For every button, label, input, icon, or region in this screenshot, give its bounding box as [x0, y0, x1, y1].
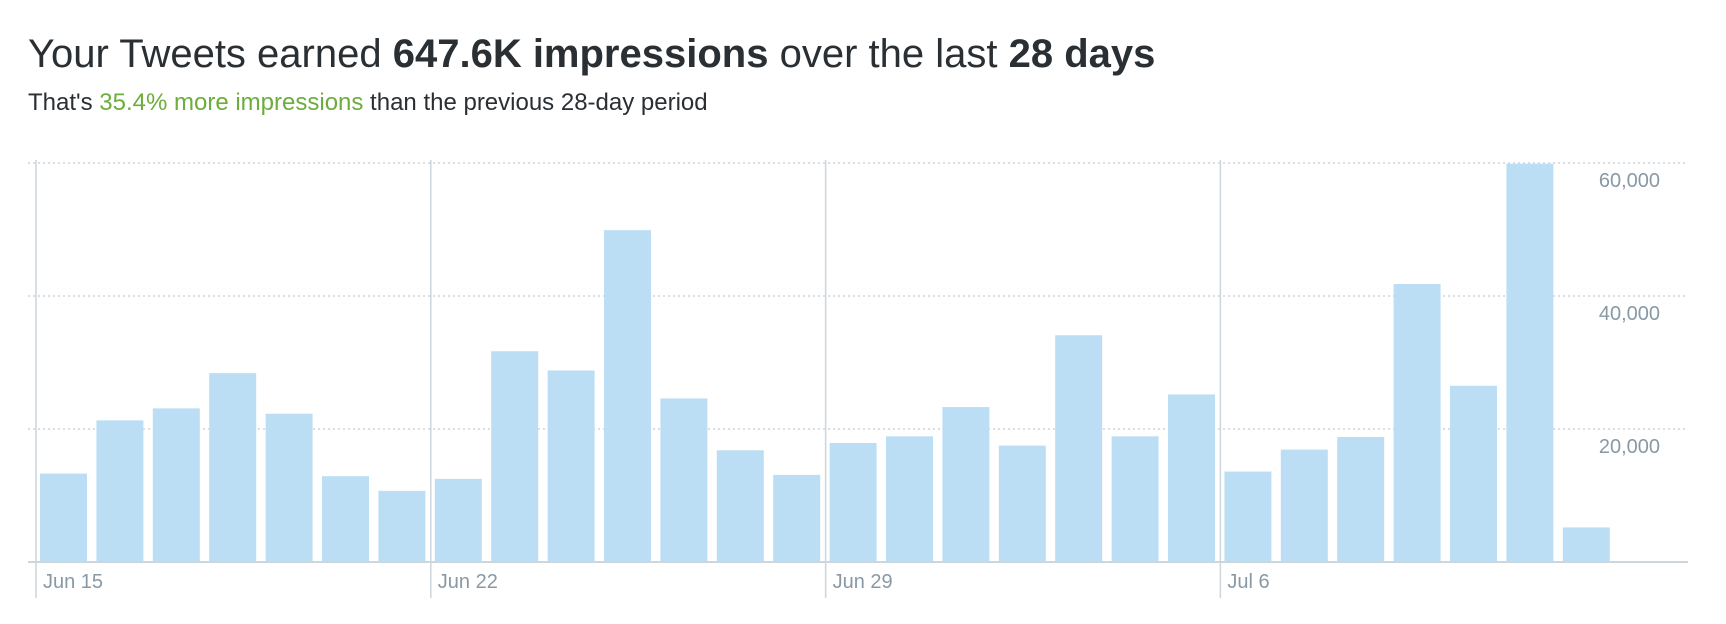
bar [1224, 471, 1272, 562]
bar [942, 407, 990, 562]
headline-text-pre: Your Tweets earned [28, 32, 393, 76]
bar [1393, 284, 1441, 562]
week-divider-lines [35, 160, 1222, 598]
y-tick-label: 40,000 [1599, 303, 1660, 325]
bar [1111, 436, 1159, 562]
headline-text-mid: over the last [768, 32, 1009, 76]
bar [322, 476, 369, 562]
bar [491, 351, 539, 562]
bar [1055, 335, 1103, 562]
bar [1450, 385, 1497, 562]
x-tick-label: Jun 22 [438, 571, 498, 593]
bar [209, 373, 257, 562]
subline-text-pre: That's [28, 89, 100, 116]
bar [96, 420, 144, 562]
period-length: 28 days [1008, 32, 1156, 76]
bar [1506, 163, 1554, 563]
bar [378, 490, 426, 562]
x-axis-labels: Jun 15 Jun 22 Jun 29 Jul 6 [43, 571, 1270, 593]
impressions-total: 647.6K impressions [392, 32, 769, 76]
bar [660, 398, 708, 562]
y-tick-label: 60,000 [1599, 170, 1660, 192]
bar [40, 473, 87, 562]
bar [1280, 449, 1328, 562]
bar [547, 370, 595, 562]
bar [434, 478, 482, 562]
bar [829, 442, 877, 562]
bar [265, 413, 313, 562]
bar [1562, 527, 1610, 562]
y-axis-labels: 20,000 40,000 60,000 [1599, 170, 1660, 458]
bar [152, 408, 200, 562]
impressions-change: 35.4% more impressions [99, 89, 364, 116]
bar [773, 474, 821, 562]
subline-text-post: than the previous 28-day period [363, 89, 708, 116]
impressions-headline: Your Tweets earned 647.6K impressions ov… [28, 24, 1155, 84]
bar [886, 436, 933, 562]
x-tick-label: Jul 6 [1227, 571, 1269, 593]
bar [1337, 436, 1385, 562]
comparison-subline: That's 35.4% more impressions than the p… [28, 86, 1155, 120]
bar [998, 445, 1046, 562]
x-tick-label: Jun 29 [833, 571, 893, 593]
bar [604, 230, 651, 563]
x-tick-label: Jun 15 [43, 571, 103, 593]
y-tick-label: 20,000 [1599, 436, 1660, 458]
bar [716, 450, 764, 562]
bar [1168, 394, 1215, 562]
bars [40, 163, 1610, 563]
summary-header: Your Tweets earned 647.6K impressions ov… [28, 24, 1155, 120]
